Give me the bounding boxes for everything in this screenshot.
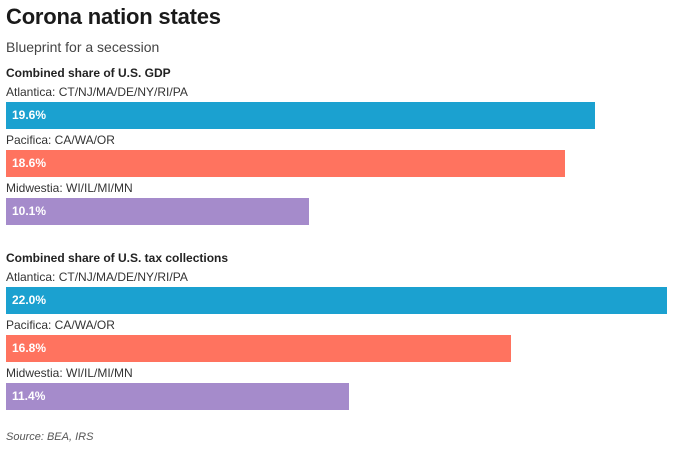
category-label: Pacifica: CA/WA/OR [6, 318, 115, 332]
bar-value-label: 11.4% [12, 389, 46, 403]
chart-title: Corona nation states [6, 4, 221, 29]
chart-subtitle: Blueprint for a secession [6, 39, 160, 55]
source-note: Source: BEA, IRS [6, 431, 94, 443]
bar-value-label: 22.0% [12, 293, 47, 307]
section-title: Combined share of U.S. tax collections [6, 251, 229, 265]
category-label: Atlantica: CT/NJ/MA/DE/NY/RI/PA [6, 270, 188, 284]
bar-value-label: 19.6% [12, 108, 47, 122]
bar [6, 198, 309, 225]
bar [6, 287, 667, 314]
category-label: Midwestia: WI/IL/MI/MN [6, 366, 133, 380]
bar-value-label: 10.1% [12, 204, 47, 218]
bar [6, 383, 349, 410]
bar-value-label: 18.6% [12, 156, 47, 170]
category-label: Atlantica: CT/NJ/MA/DE/NY/RI/PA [6, 85, 188, 99]
category-label: Pacifica: CA/WA/OR [6, 133, 115, 147]
category-label: Midwestia: WI/IL/MI/MN [6, 181, 133, 195]
bar [6, 150, 565, 177]
bar [6, 335, 511, 362]
bar-value-label: 16.8% [12, 341, 47, 355]
section-title: Combined share of U.S. GDP [6, 66, 171, 80]
bar [6, 102, 595, 129]
